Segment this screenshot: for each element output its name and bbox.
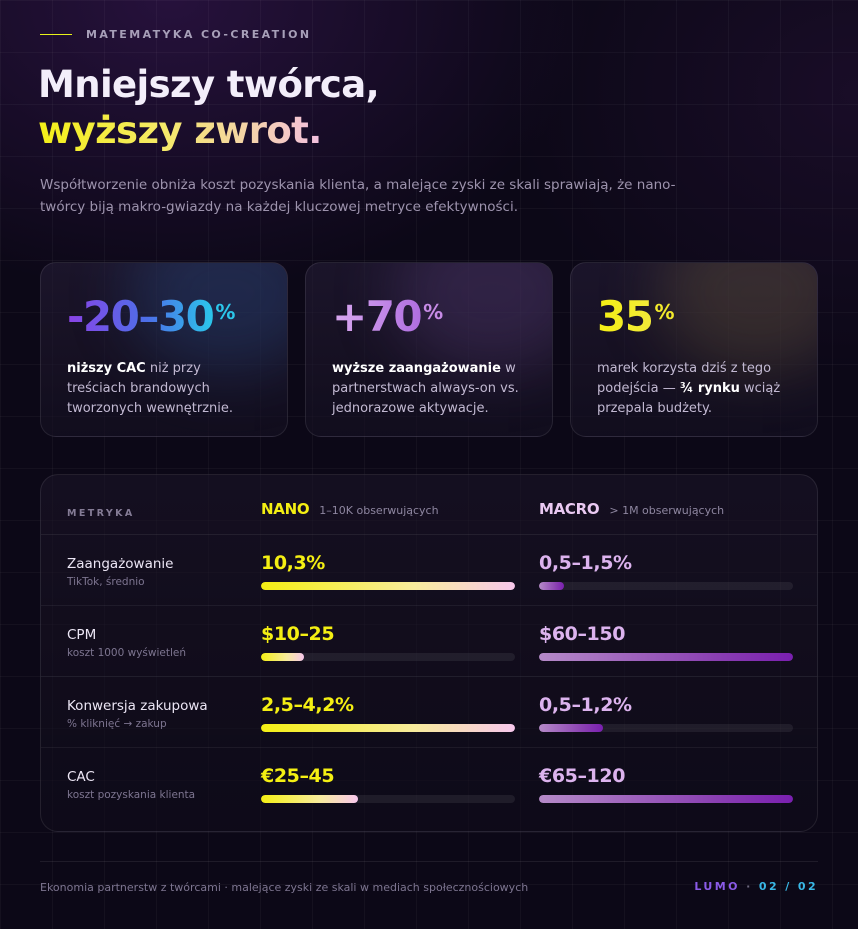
footer-caption: Ekonomia partnerstw z twórcami · malejąc… — [40, 881, 529, 894]
title-line-2: wyższy zwrot. — [38, 109, 322, 152]
macro-cell: $60–150 — [539, 622, 793, 661]
nano-value: €25–45 — [261, 765, 335, 787]
footer-page-indicator: LUMO · 02 / 02 — [694, 880, 818, 893]
stat-desc-bold: ¾ rynku — [679, 381, 740, 396]
row-label: Zaangażowanie TikTok, średnio — [67, 555, 173, 590]
macro-value: 0,5–1,2% — [539, 694, 632, 716]
stat-number: +70 — [332, 292, 423, 341]
footer-separator: · — [739, 880, 759, 893]
stat-unit: % — [654, 300, 675, 324]
stat-cards: -20–30 % niższy CAC niż przy treściach b… — [40, 262, 818, 437]
stat-card-engagement: +70 % wyższe zaangażowanie w partnerstwa… — [305, 262, 553, 437]
table-row: Konwersja zakupowa % kliknięć → zakup 2,… — [41, 677, 817, 748]
nano-bar-fill — [261, 795, 358, 803]
stat-description: niższy CAC niż przy treściach brandowych… — [67, 359, 261, 419]
macro-bar-track — [539, 582, 793, 590]
row-metric-name: Konwersja zakupowa — [67, 698, 208, 714]
eyebrow-text: MATEMATYKA CO-CREATION — [86, 28, 312, 41]
nano-column-header: NANO 1–10K obserwujących — [261, 500, 439, 518]
row-label: Konwersja zakupowa % kliknięć → zakup — [67, 697, 208, 732]
macro-bar-fill — [539, 795, 793, 803]
macro-bar-fill — [539, 582, 565, 590]
row-metric-sub: koszt 1000 wyświetleń — [67, 647, 187, 659]
macro-header-sub: > 1M obserwujących — [609, 504, 725, 517]
macro-bar-fill — [539, 724, 603, 732]
footer-page-number: 02 / 02 — [758, 880, 818, 893]
nano-value: 10,3% — [261, 552, 325, 574]
macro-cell: 0,5–1,5% — [539, 551, 793, 590]
row-metric-name: Zaangażowanie — [67, 556, 174, 572]
nano-cell: €25–45 — [261, 764, 515, 803]
table-row: CPM koszt 1000 wyświetleń $10–25 $60–150 — [41, 606, 817, 677]
macro-column-header: MACRO > 1M obserwujących — [539, 500, 724, 518]
nano-bar-track — [261, 724, 515, 732]
eyebrow: MATEMATYKA CO-CREATION — [40, 28, 311, 41]
nano-header-sub: 1–10K obserwujących — [319, 504, 439, 517]
row-metric-sub: koszt pozyskania klienta — [67, 789, 196, 801]
stat-unit: % — [215, 300, 236, 324]
table-row: CAC koszt pozyskania klienta €25–45 €65–… — [41, 748, 817, 819]
stat-desc-rest: w partnerstwach always-on vs. jednorazow… — [332, 361, 519, 416]
nano-header-name: NANO — [261, 500, 310, 518]
macro-value: 0,5–1,5% — [539, 552, 632, 574]
stat-number: -20–30 — [67, 292, 215, 341]
row-label: CPM koszt 1000 wyświetleń — [67, 626, 186, 661]
macro-bar-fill — [539, 653, 793, 661]
stat-value: 35 % — [597, 291, 791, 343]
footer-brand: LUMO — [694, 880, 740, 893]
row-metric-name: CAC — [67, 769, 95, 785]
title-line-1: Mniejszy twórca, — [38, 63, 380, 106]
stat-desc-post: wciąż przepala budżety. — [597, 381, 781, 416]
stat-unit: % — [423, 300, 444, 324]
comparison-table: METRYKA NANO 1–10K obserwujących MACRO >… — [40, 474, 818, 832]
row-metric-sub: % kliknięć → zakup — [67, 718, 167, 730]
macro-cell: 0,5–1,2% — [539, 693, 793, 732]
page-title: Mniejszy twórca, wyższy zwrot. — [38, 62, 380, 154]
row-label: CAC koszt pozyskania klienta — [67, 768, 195, 803]
macro-bar-track — [539, 795, 793, 803]
nano-bar-fill — [261, 653, 305, 661]
macro-header-name: MACRO — [539, 500, 600, 518]
stat-card-adoption: 35 % marek korzysta dziś z tego podejści… — [570, 262, 818, 437]
stat-desc-bold: wyższe zaangażowanie — [332, 361, 501, 376]
table-header: METRYKA NANO 1–10K obserwujących MACRO >… — [41, 475, 817, 535]
row-metric-name: CPM — [67, 627, 97, 643]
macro-bar-track — [539, 724, 793, 732]
stat-description: wyższe zaangażowanie w partnerstwach alw… — [332, 359, 526, 419]
macro-value: $60–150 — [539, 623, 626, 645]
macro-value: €65–120 — [539, 765, 626, 787]
macro-cell: €65–120 — [539, 764, 793, 803]
stat-desc-pre: marek korzysta dziś z tego podejścia — — [597, 361, 772, 396]
metric-column-header: METRYKA — [67, 508, 135, 519]
nano-cell: $10–25 — [261, 622, 515, 661]
stat-number: 35 — [597, 292, 654, 341]
nano-bar-fill — [261, 724, 515, 732]
stat-card-cac: -20–30 % niższy CAC niż przy treściach b… — [40, 262, 288, 437]
nano-bar-fill — [261, 582, 515, 590]
subtitle: Współtworzenie obniża koszt pozyskania k… — [40, 177, 676, 215]
nano-bar-track — [261, 582, 515, 590]
eyebrow-rule — [40, 34, 72, 35]
stat-desc-bold: niższy CAC — [67, 361, 146, 376]
stat-desc-rest: niż przy treściach brandowych tworzonych… — [67, 361, 234, 416]
footer-divider — [40, 861, 818, 862]
row-metric-sub: TikTok, średnio — [67, 576, 145, 588]
macro-bar-track — [539, 653, 793, 661]
nano-bar-track — [261, 653, 515, 661]
stat-description: marek korzysta dziś z tego podejścia — ¾… — [597, 359, 791, 419]
nano-bar-track — [261, 795, 515, 803]
nano-value: $10–25 — [261, 623, 335, 645]
stat-value: +70 % — [332, 291, 526, 343]
nano-cell: 2,5–4,2% — [261, 693, 515, 732]
nano-value: 2,5–4,2% — [261, 694, 354, 716]
nano-cell: 10,3% — [261, 551, 515, 590]
table-row: Zaangażowanie TikTok, średnio 10,3% 0,5–… — [41, 535, 817, 606]
stat-value: -20–30 % — [67, 291, 261, 343]
